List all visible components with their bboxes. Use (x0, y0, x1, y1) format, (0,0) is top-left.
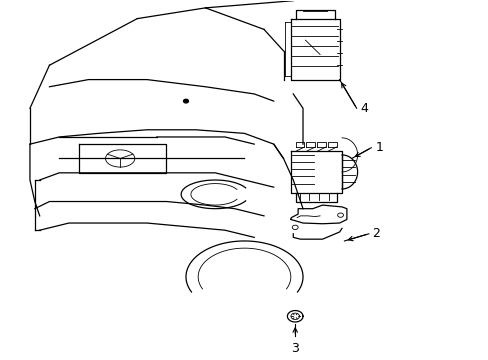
Text: 4: 4 (360, 102, 367, 115)
Text: 2: 2 (371, 227, 379, 240)
Circle shape (183, 99, 188, 103)
Text: 3: 3 (291, 342, 299, 355)
Text: 1: 1 (374, 141, 382, 154)
